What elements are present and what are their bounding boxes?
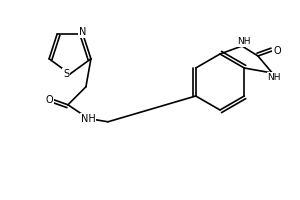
Text: O: O <box>273 46 281 56</box>
Text: S: S <box>63 69 69 79</box>
Text: NH: NH <box>80 114 95 124</box>
Text: N: N <box>79 27 87 37</box>
Text: NH: NH <box>237 38 251 46</box>
Text: O: O <box>45 95 53 105</box>
Text: NH: NH <box>268 72 281 82</box>
